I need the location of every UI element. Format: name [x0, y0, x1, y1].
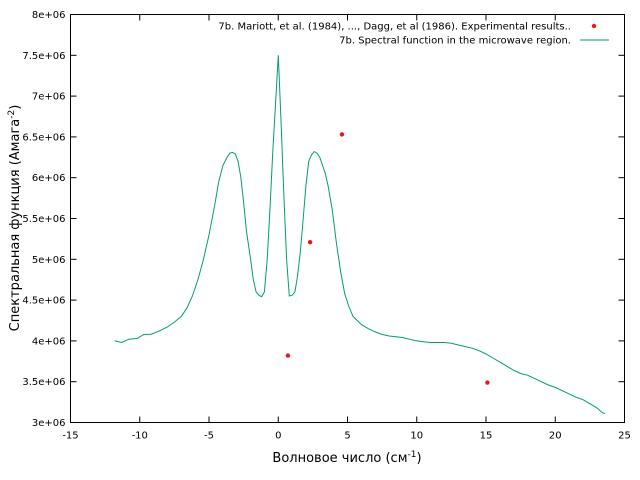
x-axis-label-sup: -1 — [408, 450, 417, 460]
x-tick-label: 20 — [549, 431, 562, 442]
scatter-point-experimental — [307, 239, 313, 245]
y-tick-label: 3.5e+06 — [22, 377, 65, 388]
scatter-point-experimental — [285, 353, 291, 358]
x-tick-label: 25 — [618, 431, 631, 442]
legend-swatch-point — [591, 23, 597, 29]
x-tick-label: 5 — [344, 431, 350, 442]
plot-area — [70, 14, 625, 423]
y-tick-label: 7.5e+06 — [22, 51, 65, 62]
y-tick-label: 4.5e+06 — [22, 296, 65, 307]
scatter-point-experimental — [485, 380, 490, 385]
x-axis-label-tail: ) — [416, 451, 421, 466]
y-tick-label: 6e+06 — [32, 173, 66, 184]
x-axis-label-main: Волновое число (см — [272, 451, 407, 466]
y-axis-label: Спектральная функция (Амага-2) — [7, 105, 23, 332]
y-axis-label-tail: ) — [8, 105, 23, 110]
y-axis-label-sup: -2 — [7, 110, 17, 119]
y-tick-label: 5e+06 — [32, 255, 66, 266]
x-tick-label: 10 — [410, 431, 423, 442]
x-axis-label: Волновое число (см-1) — [272, 450, 421, 466]
series-line-spectral-function — [114, 55, 606, 414]
y-tick-label: 4e+06 — [32, 336, 66, 347]
legend: 7b. Mariott, et al. (1984), ..., Dagg, e… — [218, 22, 609, 47]
series-layer — [114, 55, 606, 414]
legend-label: 7b. Spectral function in the microwave r… — [339, 36, 571, 47]
scatter-point-experimental — [339, 132, 345, 137]
x-tick-label: 0 — [275, 431, 281, 442]
x-tick-label: -10 — [132, 431, 148, 442]
x-tick-label: 15 — [480, 431, 493, 442]
y-tick-label: 6.5e+06 — [22, 132, 65, 143]
y-tick-label: 3e+06 — [32, 418, 66, 429]
x-tick-label: -15 — [62, 431, 78, 442]
y-tick-label: 8e+06 — [32, 10, 66, 21]
x-axis: -15 -10 -5 0 5 10 15 20 25 — [62, 14, 631, 442]
legend-label: 7b. Mariott, et al. (1984), ..., Dagg, e… — [218, 22, 571, 33]
plot-frame — [70, 14, 625, 423]
y-axis-label-main: Спектральная функция (Амага — [8, 119, 23, 332]
y-tick-label: 5.5e+06 — [22, 214, 65, 225]
y-tick-label: 7e+06 — [32, 92, 66, 103]
x-tick-label: -5 — [204, 431, 214, 442]
y-axis: 3e+06 3.5e+06 4e+06 4.5e+06 5e+06 5.5e+06 6e+0… — [22, 10, 625, 429]
